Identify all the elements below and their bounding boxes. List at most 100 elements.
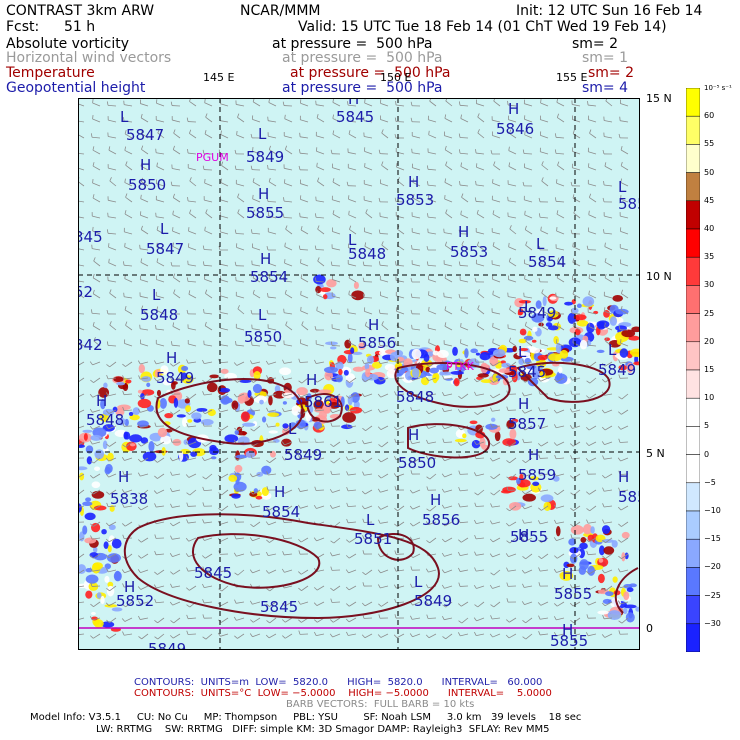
- vorticity-cell: [322, 403, 332, 414]
- wind-barb: [346, 518, 357, 524]
- wind-barb: [78, 103, 85, 107]
- vorticity-cell: [101, 621, 115, 628]
- wind-barb: [378, 359, 389, 365]
- vorticity-cell: [111, 538, 122, 549]
- wind-barb: [538, 553, 549, 559]
- wind-barb: [173, 129, 181, 139]
- wind-barb: [122, 521, 133, 527]
- vorticity-cell: [366, 355, 374, 365]
- wind-barb: [617, 505, 629, 511]
- vorticity-cell: [364, 362, 370, 370]
- wind-barb: [330, 309, 341, 315]
- wind-barb: [123, 261, 133, 267]
- colorbar-swatch: [686, 595, 700, 625]
- wind-barb: [89, 440, 101, 445]
- wind-barb: [347, 260, 357, 267]
- wind-barb: [601, 633, 613, 638]
- wind-barb: [555, 292, 565, 299]
- vorticity-cell: [609, 316, 618, 326]
- wind-barb: [394, 505, 405, 512]
- wind-barb: [569, 584, 581, 589]
- wind-barb: [221, 161, 229, 171]
- wind-barb: [571, 115, 581, 123]
- wind-barb: [618, 393, 629, 400]
- wind-barb: [250, 521, 261, 528]
- vorticity-cell: [462, 433, 467, 439]
- wind-barb: [394, 133, 405, 139]
- wind-barb: [553, 377, 565, 383]
- wind-barb: [330, 441, 341, 447]
- wind-barb: [570, 390, 581, 395]
- wind-barb: [523, 99, 533, 107]
- wind-barb: [186, 309, 197, 315]
- wind-barb: [282, 213, 293, 219]
- lon-label-150e: 150 E: [380, 71, 412, 84]
- colorbar-tick-label: 60: [704, 111, 715, 121]
- wind-barb: [105, 409, 117, 414]
- wind-barb: [586, 393, 597, 399]
- wind-barb: [490, 377, 501, 383]
- wind-barb: [109, 321, 117, 331]
- wind-barb: [266, 551, 277, 557]
- wind-barb: [411, 245, 421, 251]
- height-center-type: H: [166, 349, 177, 367]
- wind-barb: [618, 277, 629, 283]
- vorticity-cell: [79, 531, 85, 542]
- wind-barb: [458, 470, 469, 475]
- vorticity-cell: [603, 309, 610, 318]
- wind-barb: [282, 505, 293, 511]
- wind-barb: [282, 551, 293, 556]
- wind-barb: [234, 599, 245, 604]
- wind-barb: [587, 308, 597, 315]
- wind-barb: [137, 600, 149, 605]
- height-center-type: H: [274, 483, 285, 501]
- vorticity-cell: [344, 339, 352, 349]
- wind-barb: [234, 569, 245, 576]
- wind-barb: [331, 292, 341, 299]
- wind-barb: [105, 425, 117, 430]
- vorticity-cell: [94, 449, 105, 460]
- wind-barb: [605, 337, 613, 347]
- wind-barb: [250, 503, 261, 508]
- height-center-value: 5848: [86, 411, 124, 429]
- wind-barb: [172, 242, 181, 251]
- wind-barb: [284, 289, 293, 299]
- lat-label-5n: 5 N: [646, 447, 665, 460]
- wind-barb: [330, 566, 341, 571]
- model-title: CONTRAST 3km ARW: [6, 3, 155, 19]
- wind-barb: [124, 210, 133, 219]
- wind-barb: [619, 116, 629, 123]
- vorticity-cell: [268, 395, 273, 406]
- wind-barb: [426, 261, 437, 267]
- wind-barb: [202, 583, 213, 588]
- wind-barb: [92, 194, 101, 203]
- vorticity-cell: [570, 525, 584, 535]
- wind-barb: [540, 226, 549, 235]
- wind-barb: [268, 98, 277, 107]
- vorticity-cell: [116, 381, 126, 386]
- wind-barb: [141, 305, 149, 315]
- wind-barb: [554, 553, 565, 559]
- wind-barb: [363, 132, 373, 139]
- vorticity-cell: [137, 389, 143, 394]
- vorticity-cell: [91, 611, 96, 616]
- wind-barb: [364, 163, 373, 171]
- wind-barb: [346, 439, 357, 444]
- wind-barb: [107, 212, 117, 219]
- wind-barb: [265, 569, 277, 574]
- wind-barb: [554, 519, 565, 524]
- wind-barb: [490, 503, 501, 508]
- vorticity-cell: [432, 350, 439, 356]
- vorticity-cell: [129, 434, 143, 443]
- wind-barb: [78, 521, 85, 523]
- wind-barb: [105, 568, 117, 573]
- wind-barb: [490, 473, 501, 480]
- wind-barb: [314, 377, 325, 383]
- wind-barb: [234, 229, 245, 235]
- wind-barb: [570, 566, 581, 572]
- vorticity-cell: [129, 414, 140, 421]
- map-frame: [78, 98, 640, 650]
- wind-barb: [444, 274, 453, 283]
- vorticity-cell: [631, 326, 640, 333]
- wind-barb: [78, 231, 85, 235]
